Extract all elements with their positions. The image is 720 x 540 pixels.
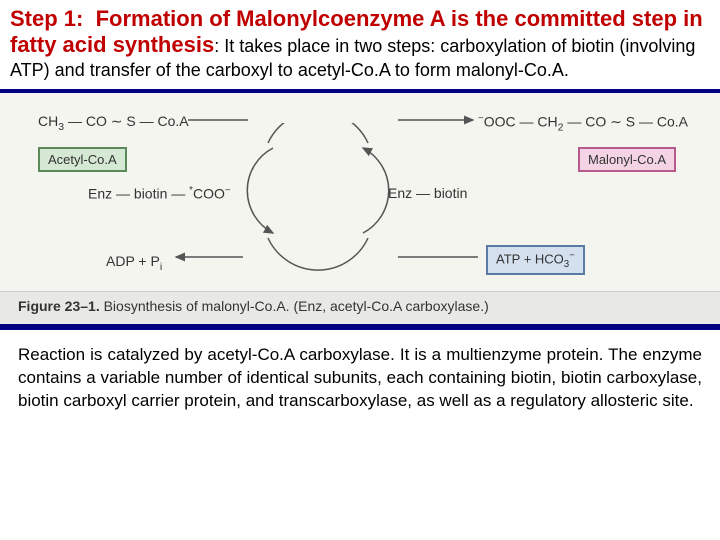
acetyl-label: acetyl-Co.A (298, 60, 390, 80)
desc-mid: to form (390, 60, 456, 80)
bottom-block: Reaction is catalyzed by acetyl-Co.A car… (0, 330, 720, 540)
straight-arrows (18, 105, 702, 283)
reaction-diagram: CH3 — CO ∼ S — Co.A −OOC — CH2 — CO ∼ S … (18, 105, 702, 283)
header-block: Step 1: Formation of Malonylcoenzyme A i… (0, 0, 720, 89)
figure-number: Figure 23–1. (18, 298, 100, 314)
caption-text: Biosynthesis of malonyl-Co.A. (Enz, acet… (100, 298, 489, 314)
diagram-panel: CH3 — CO ∼ S — Co.A −OOC — CH2 — CO ∼ S … (0, 93, 720, 291)
reaction-description: Reaction is catalyzed by acetyl-Co.A car… (18, 344, 702, 413)
step-heading: Step 1: Formation of Malonylcoenzyme A i… (10, 6, 710, 81)
slide: Step 1: Formation of Malonylcoenzyme A i… (0, 0, 720, 540)
figure-caption: Figure 23–1. Biosynthesis of malonyl-Co.… (0, 291, 720, 324)
malonyl-label: malonyl-Co.A. (456, 60, 569, 80)
